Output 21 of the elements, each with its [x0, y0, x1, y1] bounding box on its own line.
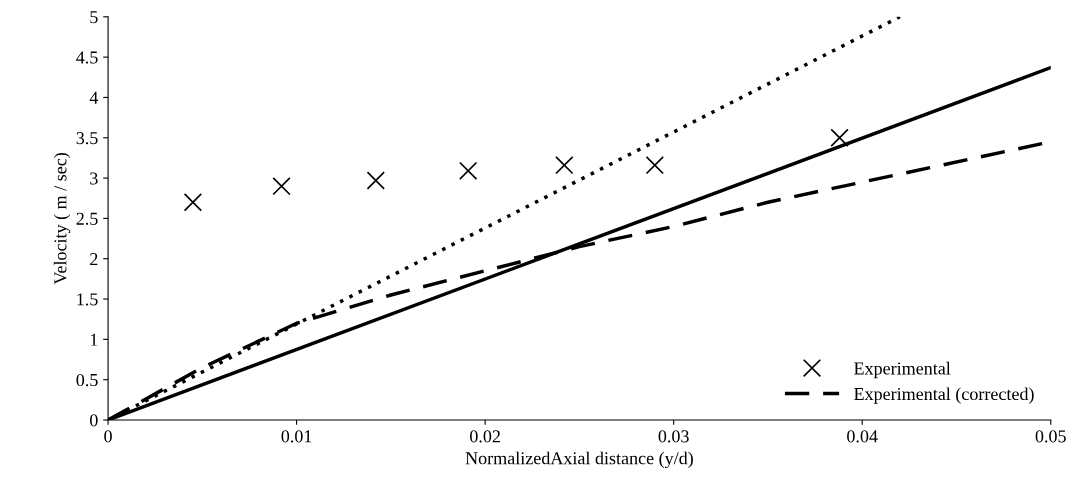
- y-tick-label: 3: [90, 172, 98, 185]
- legend-label: Experimental (corrected): [854, 387, 1034, 404]
- y-axis-title: Velocity ( m / sec): [53, 153, 71, 285]
- y-tick-label: 5: [90, 11, 98, 24]
- y-tick-label: 0: [90, 414, 98, 427]
- x-tick-label: 0: [104, 430, 112, 443]
- y-tick-label: 4: [89, 91, 99, 104]
- y-tick-label: 3.5: [76, 132, 98, 145]
- legend-label: Experimental: [854, 361, 951, 379]
- y-tick-label: 1.5: [77, 293, 98, 306]
- x-tick-label: 0.04: [847, 430, 878, 443]
- y-tick-label: 2: [90, 253, 98, 265]
- x-tick-label: 0.03: [658, 430, 689, 443]
- y-tick-label: 1: [90, 333, 98, 346]
- y-tick-label: 0.5: [76, 373, 98, 387]
- x-tick-label: 0.01: [281, 430, 312, 443]
- y-tick-label: 4.5: [76, 51, 98, 64]
- x-tick-label: 0.05: [1035, 430, 1066, 443]
- x-tick-label: 0.02: [470, 430, 500, 443]
- x-axis-title: NormalizedAxial distance (y/d): [465, 451, 693, 469]
- y-tick-label: 2.5: [76, 212, 98, 225]
